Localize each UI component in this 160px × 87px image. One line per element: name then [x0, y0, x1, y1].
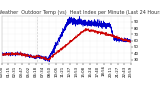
Title: Milwaukee Weather  Outdoor Temp (vs)  Heat Index per Minute (Last 24 Hours): Milwaukee Weather Outdoor Temp (vs) Heat… [0, 10, 160, 15]
